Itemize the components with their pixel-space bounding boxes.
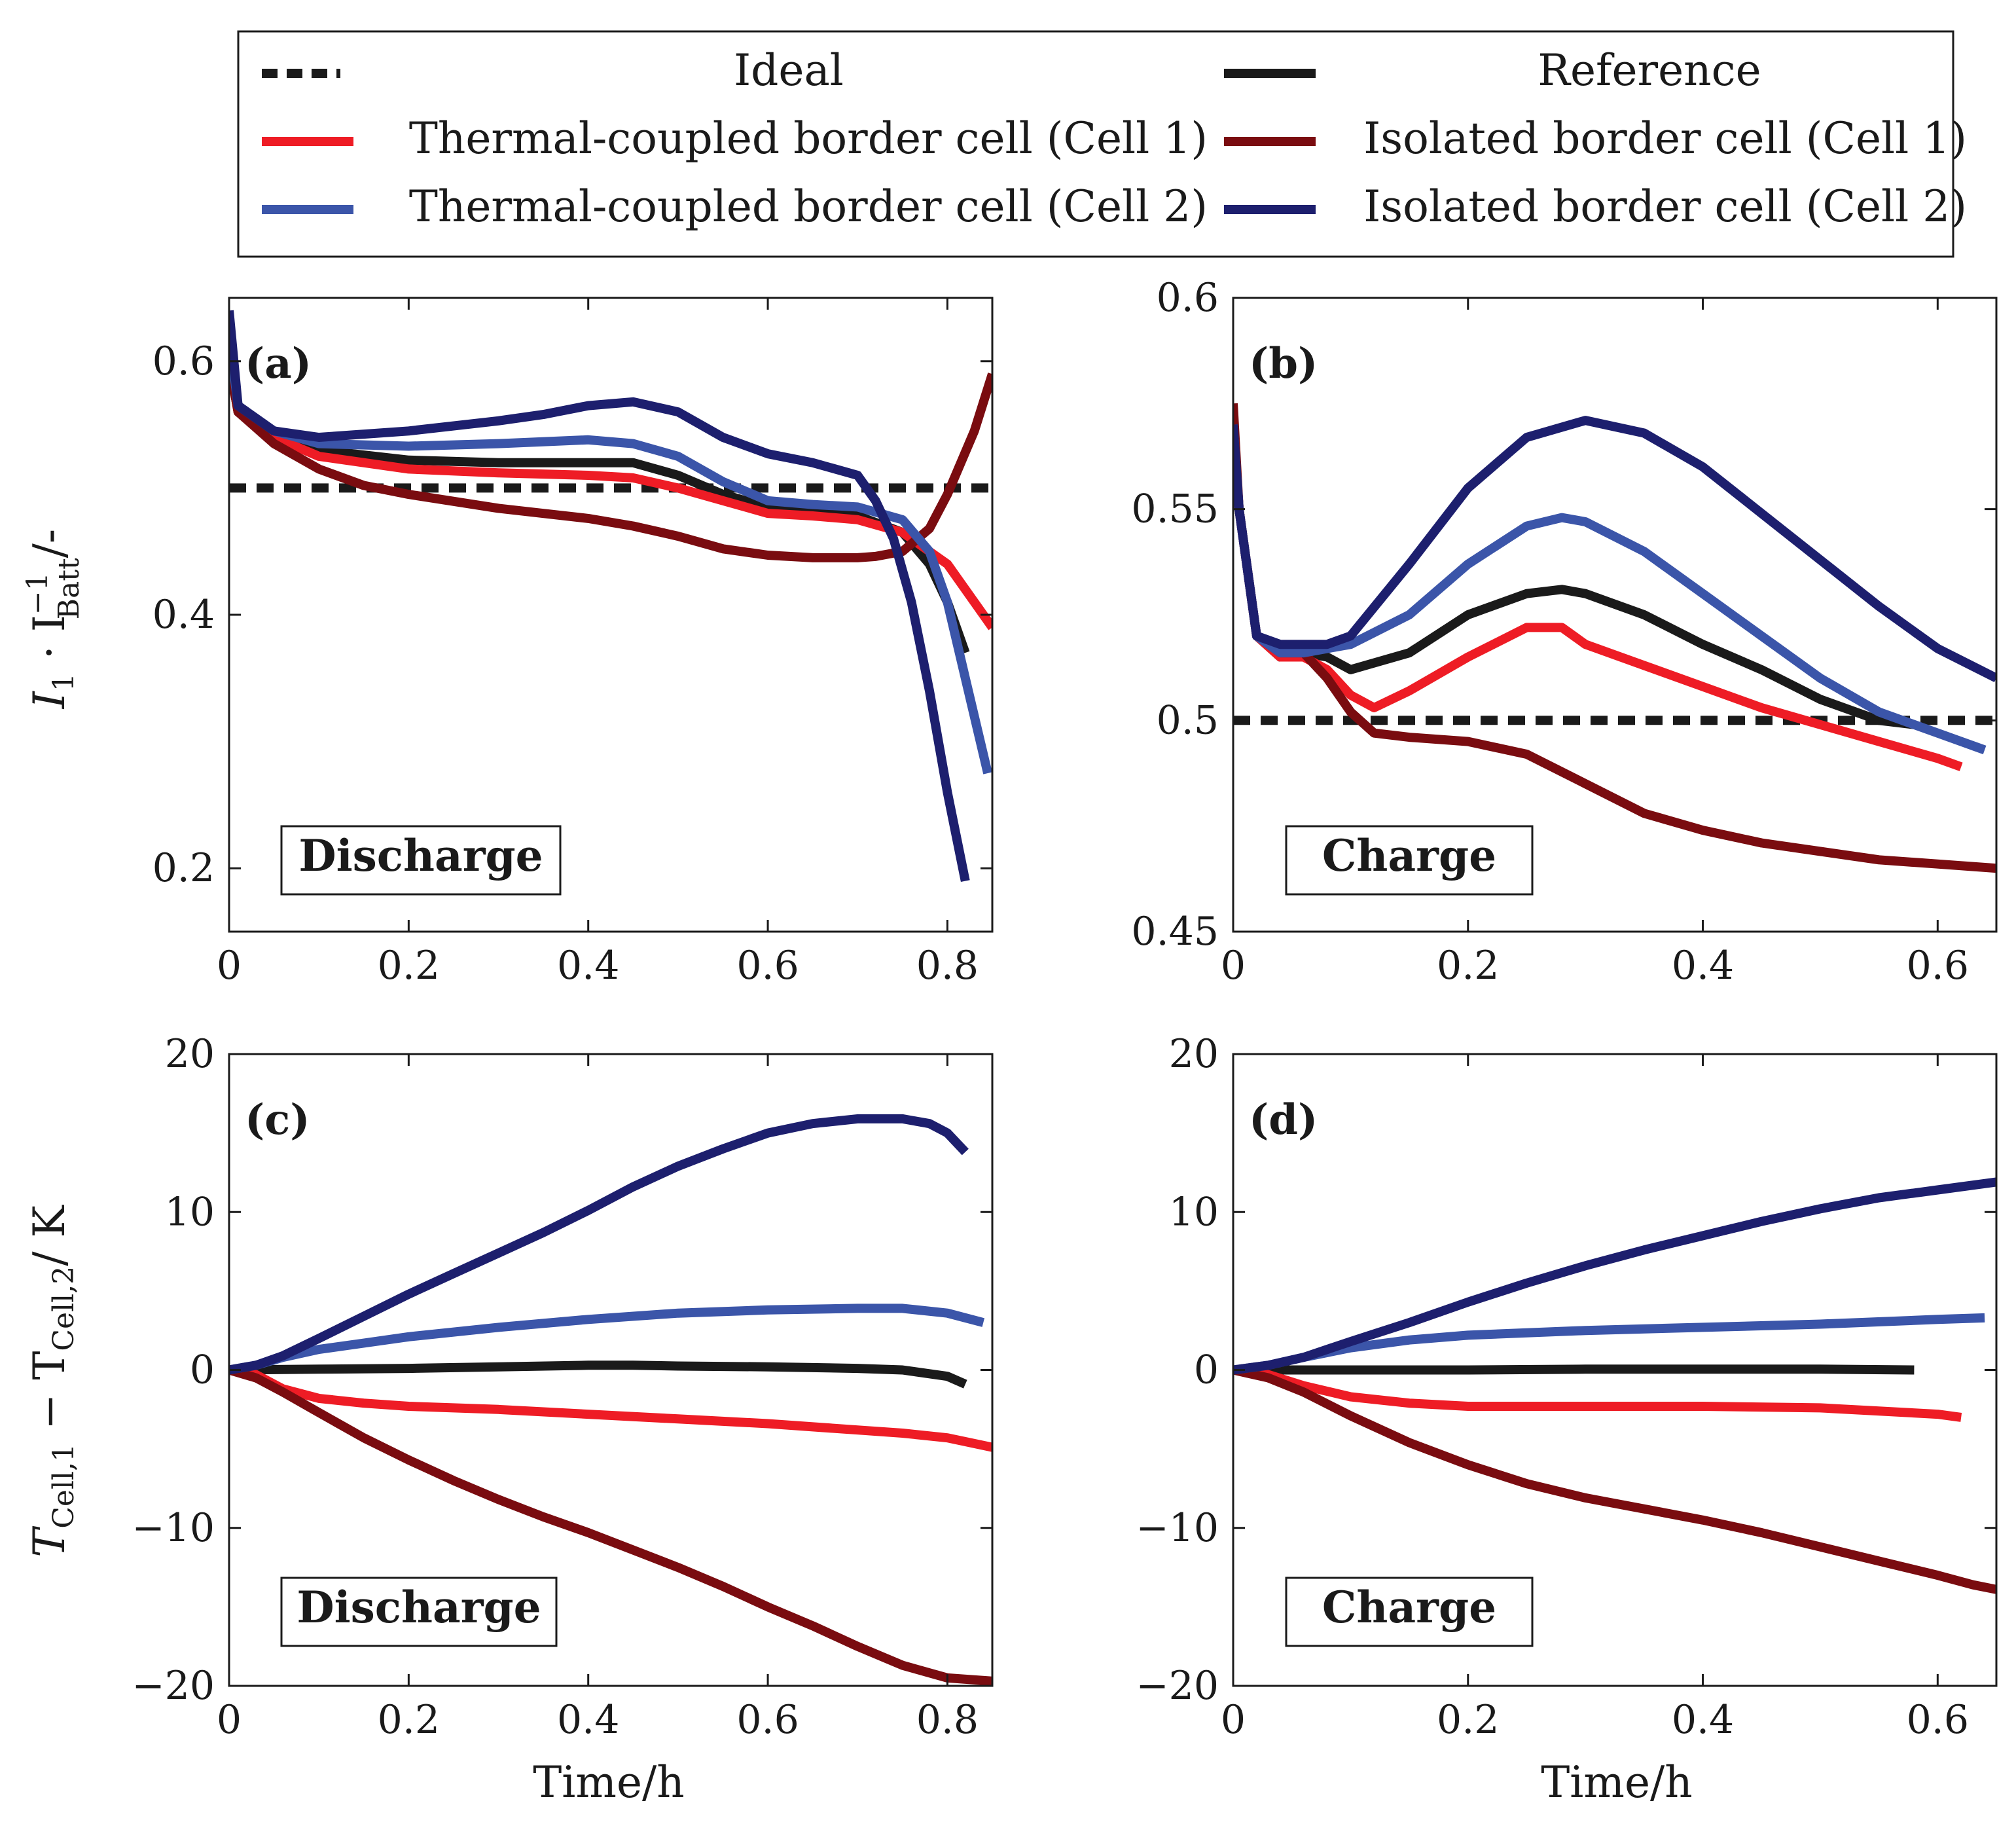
series-line-thermal-coupled-border-cell-cell-1 bbox=[229, 1365, 992, 1452]
series-line-thermal-coupled-border-cell-cell-2 bbox=[229, 335, 992, 775]
legend-entry-ideal: Ideal bbox=[262, 45, 844, 96]
y-tick-label: 0 bbox=[1194, 1347, 1219, 1393]
x-tick-label: 0 bbox=[217, 1697, 242, 1743]
x-tick-label: 0 bbox=[1221, 1697, 1246, 1743]
series-line-thermal-coupled-border-cell-cell-2 bbox=[1233, 424, 1987, 755]
y-tick-label: −20 bbox=[132, 1663, 215, 1709]
y-tick-label: 10 bbox=[165, 1189, 215, 1235]
x-tick-label: 0.2 bbox=[1437, 1697, 1499, 1743]
y-tick-label: 0.4 bbox=[153, 592, 215, 638]
series-group bbox=[1233, 403, 1996, 873]
x-tick-label: 0.2 bbox=[378, 943, 440, 989]
legend-label-thermal-cell1: Thermal-coupled border cell (Cell 1) bbox=[409, 113, 1208, 164]
y-tick-label: −10 bbox=[132, 1505, 215, 1551]
y-axis-label-bottom: TCell,1 − TCell,2/ K bbox=[24, 1205, 81, 1558]
y-tick-label: 20 bbox=[1169, 1031, 1219, 1077]
legend-label-thermal-cell2: Thermal-coupled border cell (Cell 2) bbox=[409, 181, 1208, 232]
mode-box bbox=[1285, 1577, 1534, 1647]
series-line-isolated-border-cell-cell-1 bbox=[229, 1365, 992, 1686]
mode-box bbox=[280, 825, 562, 896]
legend: Ideal Reference Thermal-coupled border c… bbox=[237, 30, 1967, 258]
series-line-isolated-border-cell-cell-2 bbox=[229, 310, 970, 882]
x-tick-label: 0.6 bbox=[736, 1697, 799, 1743]
legend-entry-isolated-cell1: Isolated border cell (Cell 1) bbox=[1224, 113, 1967, 164]
y-tick-label: 0.2 bbox=[153, 845, 215, 891]
legend-entry-thermal-cell1: Thermal-coupled border cell (Cell 1) bbox=[262, 113, 1208, 164]
y-tick-label: 0.55 bbox=[1131, 486, 1219, 532]
panel-label-b: (b) bbox=[1249, 339, 1318, 388]
legend-entry-isolated-cell2: Isolated border cell (Cell 2) bbox=[1224, 181, 1967, 232]
legend-label-isolated-cell1: Isolated border cell (Cell 1) bbox=[1363, 113, 1967, 164]
x-tick-label: 0.4 bbox=[557, 943, 619, 989]
y-tick-label: −10 bbox=[1136, 1505, 1219, 1551]
series-line-isolated-border-cell-cell-2 bbox=[1233, 416, 1996, 683]
mode-label-charge: Charge bbox=[1322, 1582, 1496, 1633]
panel-label-a: (a) bbox=[245, 339, 312, 388]
chart-panel-a: 0 0.2 0.4 0.6 0.8 0.2 0.4 0.6 (a) Discharge bbox=[153, 297, 994, 989]
series-line-isolated-border-cell-cell-2 bbox=[1233, 1177, 1996, 1375]
y-tick-label: 0.6 bbox=[153, 338, 215, 384]
x-tick-label: 0.4 bbox=[1672, 1697, 1734, 1743]
series-line-reference bbox=[1233, 1364, 1915, 1375]
y-axis-label-top: I1 · I−1Batt/- bbox=[21, 529, 86, 709]
mode-label-discharge: Discharge bbox=[297, 1582, 541, 1633]
chart-panel-d: 0 0.2 0.4 0.6 −20 −10 0 10 20 (d) Charge bbox=[1136, 1031, 1998, 1743]
series-line-reference bbox=[229, 1360, 967, 1389]
mode-label-charge: Charge bbox=[1322, 830, 1496, 881]
x-axis-label-left: Time/h bbox=[533, 1757, 685, 1808]
series-line-thermal-coupled-border-cell-cell-1 bbox=[229, 360, 992, 630]
series-line-isolated-border-cell-cell-2 bbox=[229, 1114, 969, 1375]
legend-entry-thermal-cell2: Thermal-coupled border cell (Cell 2) bbox=[262, 181, 1208, 232]
y-tick-label: 10 bbox=[1169, 1189, 1219, 1235]
series-line-isolated-border-cell-cell-1 bbox=[1233, 1365, 1996, 1594]
y-tick-label: 0.5 bbox=[1157, 697, 1219, 743]
x-tick-label: 0.4 bbox=[557, 1697, 619, 1743]
x-tick-label: 0.6 bbox=[1907, 943, 1969, 989]
mode-box bbox=[1285, 825, 1534, 896]
x-tick-label: 0.8 bbox=[916, 943, 979, 989]
x-tick-label: 0.6 bbox=[1907, 1697, 1969, 1743]
y-tick-label: 0.6 bbox=[1157, 275, 1219, 321]
chart-panel-c: 0 0.2 0.4 0.6 0.8 −20 −10 0 10 20 (c) Discharge bbox=[132, 1031, 994, 1743]
series-line-isolated-border-cell-cell-1 bbox=[229, 360, 992, 562]
series-group bbox=[229, 310, 992, 882]
chart-panel-b: 0 0.2 0.4 0.6 0.45 0.5 0.55 0.6 (b) Charge bbox=[1131, 275, 1998, 989]
series-line-thermal-coupled-border-cell-cell-1 bbox=[1233, 1365, 1962, 1422]
mode-box bbox=[280, 1577, 558, 1647]
plot-frame bbox=[1232, 297, 1998, 933]
x-tick-label: 0.2 bbox=[378, 1697, 440, 1743]
x-tick-label: 0.4 bbox=[1672, 943, 1734, 989]
series-group bbox=[229, 1114, 992, 1686]
y-tick-label: 0 bbox=[190, 1347, 215, 1393]
y-tick-label: 0.45 bbox=[1131, 909, 1219, 955]
x-tick-label: 0.8 bbox=[916, 1697, 979, 1743]
panel-label-d: (d) bbox=[1249, 1095, 1318, 1144]
series-group bbox=[1233, 1177, 1996, 1594]
y-tick-label: −20 bbox=[1136, 1663, 1219, 1709]
legend-entry-reference: Reference bbox=[1224, 45, 1761, 96]
x-tick-label: 0 bbox=[1221, 943, 1246, 989]
legend-label-isolated-cell2: Isolated border cell (Cell 2) bbox=[1363, 181, 1967, 232]
legend-frame bbox=[237, 30, 1954, 258]
x-axis-label-right: Time/h bbox=[1541, 1757, 1693, 1808]
x-tick-label: 0 bbox=[217, 943, 242, 989]
x-tick-label: 0.2 bbox=[1437, 943, 1499, 989]
mode-label-discharge: Discharge bbox=[298, 830, 543, 881]
x-tick-label: 0.6 bbox=[736, 943, 799, 989]
legend-label-reference: Reference bbox=[1538, 45, 1761, 96]
y-tick-label: 20 bbox=[165, 1031, 215, 1077]
legend-label-ideal: Ideal bbox=[734, 45, 844, 96]
panel-label-c: (c) bbox=[245, 1095, 310, 1144]
